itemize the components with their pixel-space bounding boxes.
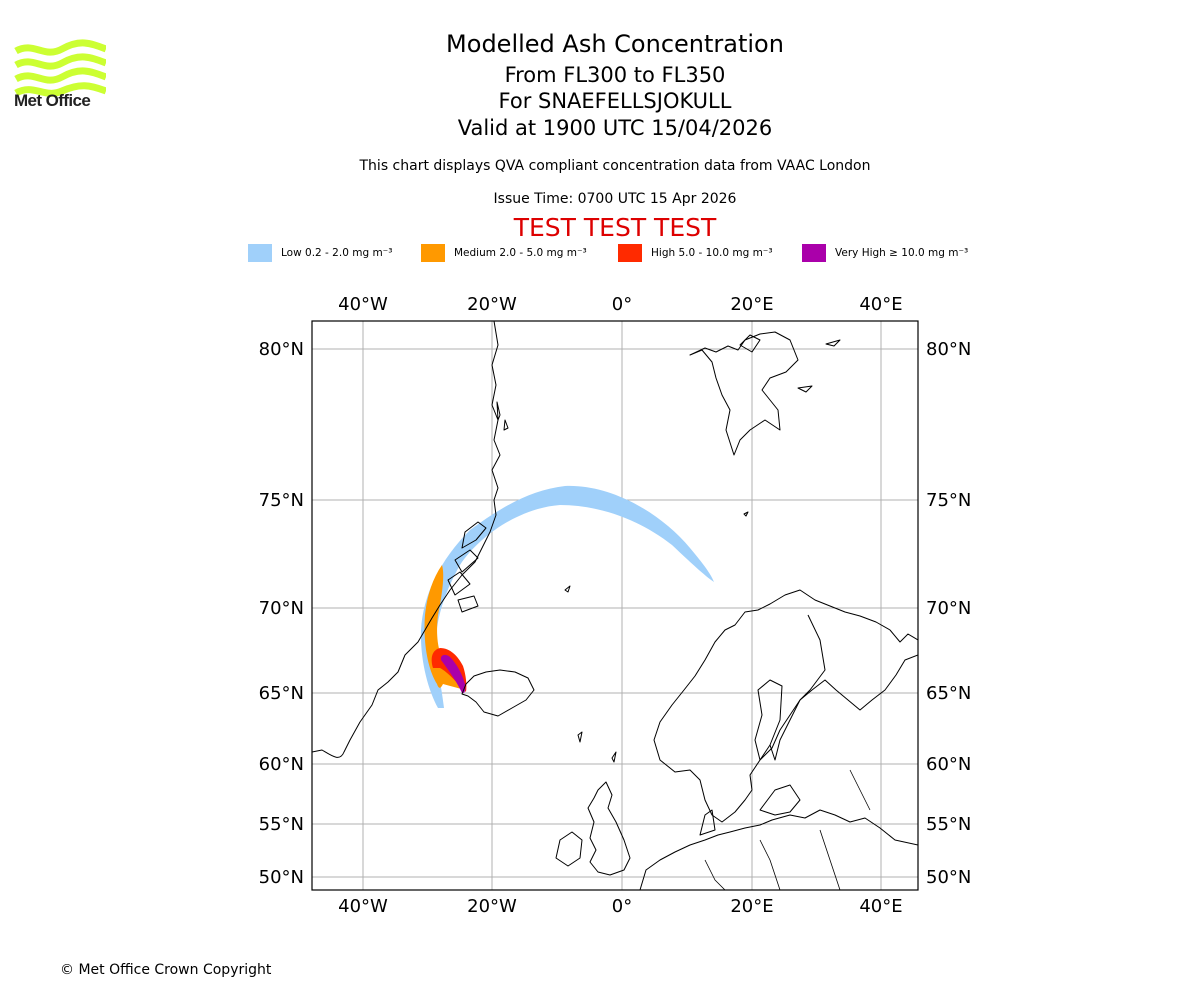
issue-time: Issue Time: 0700 UTC 15 Apr 2026 [493, 191, 737, 207]
lat-label-50n-left: 50°N [259, 867, 304, 888]
map-frame [311, 320, 919, 891]
lon-labels-bottom: 40°W 20°W 0° 20°E 40°E [338, 896, 902, 917]
map-area [312, 321, 918, 890]
lon-label-40e-bottom: 40°E [859, 896, 902, 917]
lat-label-65n-right: 65°N [926, 683, 971, 704]
lat-labels-right: 80°N 75°N 70°N 65°N 60°N 55°N 50°N [926, 339, 971, 888]
legend-item-high: High 5.0 - 10.0 mg m⁻³ [618, 244, 773, 262]
ash-very-high-plume [440, 654, 466, 694]
legend-item-medium: Medium 2.0 - 5.0 mg m⁻³ [421, 244, 587, 262]
iceland-coast [461, 669, 535, 717]
legend-item-low: Low 0.2 - 2.0 mg m⁻³ [248, 244, 392, 262]
legend-label-very-high: Very High ≥ 10.0 mg m⁻³ [835, 247, 969, 259]
legend-swatch-low [248, 244, 272, 262]
logo-text: Met Office [14, 91, 91, 110]
lat-label-70n-right: 70°N [926, 598, 971, 619]
flight-level-range: From FL300 to FL350 [504, 63, 726, 87]
lat-label-70n-left: 70°N [259, 598, 304, 619]
lat-label-60n-right: 60°N [926, 754, 971, 775]
lat-label-55n-left: 55°N [259, 814, 304, 835]
lon-label-0-bottom: 0° [612, 896, 632, 917]
legend-swatch-medium [421, 244, 445, 262]
legend-swatch-high [618, 244, 642, 262]
lon-label-40e-top: 40°E [859, 294, 902, 315]
lon-label-0-top: 0° [612, 294, 632, 315]
lat-label-80n-left: 80°N [259, 339, 304, 360]
lat-label-75n-right: 75°N [926, 490, 971, 511]
legend: Low 0.2 - 2.0 mg m⁻³ Medium 2.0 - 5.0 mg… [0, 244, 1200, 264]
lon-label-40w-top: 40°W [338, 294, 388, 315]
test-banner: TEST TEST TEST [513, 213, 717, 242]
legend-label-medium: Medium 2.0 - 5.0 mg m⁻³ [454, 247, 587, 259]
chart-title: Modelled Ash Concentration [446, 30, 784, 58]
met-office-logo-icon [14, 39, 106, 97]
coastlines [312, 321, 918, 890]
scandinavia-coast [653, 589, 918, 823]
lat-labels-left: 80°N 75°N 70°N 65°N 60°N 55°N 50°N [259, 339, 304, 888]
lon-label-20e-top: 20°E [730, 294, 773, 315]
greenland-coast [312, 321, 501, 758]
svalbard-coast [689, 331, 799, 456]
legend-item-very-high: Very High ≥ 10.0 mg m⁻³ [802, 244, 968, 262]
ireland-coast [555, 831, 583, 867]
legend-label-high: High 5.0 - 10.0 mg m⁻³ [651, 247, 773, 259]
lon-labels-top: 40°W 20°W 0° 20°E 40°E [338, 294, 902, 315]
lat-label-55n-right: 55°N [926, 814, 971, 835]
lat-label-75n-left: 75°N [259, 490, 304, 511]
lat-label-50n-right: 50°N [926, 867, 971, 888]
great-britain-coast [587, 781, 631, 876]
lat-label-65n-left: 65°N [259, 683, 304, 704]
lon-label-20w-top: 20°W [467, 294, 517, 315]
lon-label-40w-bottom: 40°W [338, 896, 388, 917]
volcano-name: For SNAEFELLSJOKULL [498, 89, 732, 113]
lat-label-60n-left: 60°N [259, 754, 304, 775]
lon-label-20w-bottom: 20°W [467, 896, 517, 917]
valid-time: Valid at 1900 UTC 15/04/2026 [457, 116, 773, 140]
lon-label-20e-bottom: 20°E [730, 896, 773, 917]
gridlines [312, 321, 918, 890]
chart-description: This chart displays QVA compliant concen… [359, 158, 871, 174]
lat-label-80n-right: 80°N [926, 339, 971, 360]
legend-swatch-very-high [802, 244, 826, 262]
legend-label-low: Low 0.2 - 2.0 mg m⁻³ [281, 247, 393, 259]
copyright-notice: © Met Office Crown Copyright [60, 962, 272, 978]
